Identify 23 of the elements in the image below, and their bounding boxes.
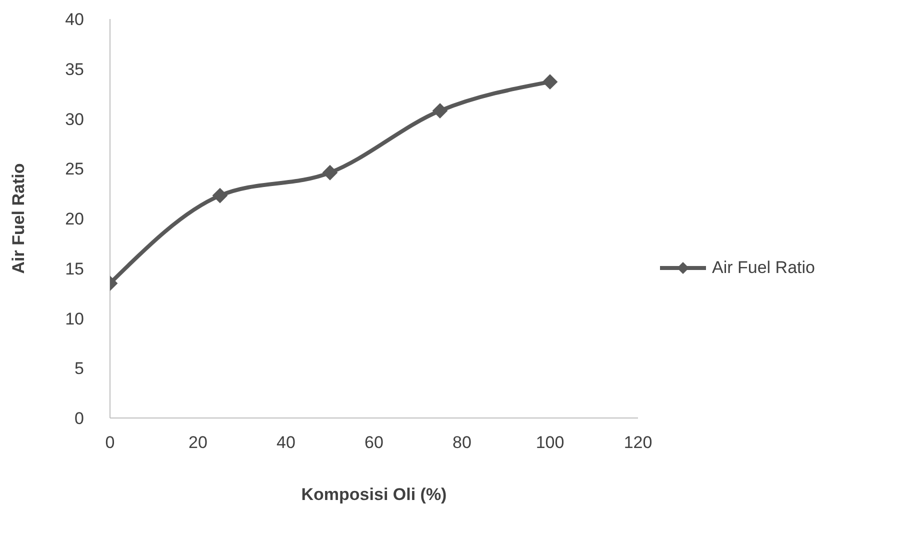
point	[432, 103, 448, 118]
y-tick-label: 20	[65, 210, 84, 229]
point	[542, 74, 558, 90]
x-tick-label: 60	[364, 433, 384, 452]
y-tick-label: 10	[65, 309, 84, 328]
x-tick-label: 120	[624, 433, 652, 452]
y-axis-title: Air Fuel Ratio	[9, 163, 28, 274]
x-axis-title: Komposisi Oli (%)	[301, 485, 447, 504]
point	[212, 188, 228, 204]
y-tick-label: 30	[65, 110, 84, 129]
y-tick-label: 40	[65, 10, 84, 30]
x-tick-label: 40	[276, 433, 296, 452]
y-tick-label: 35	[65, 60, 84, 79]
x-tick-label: 20	[188, 433, 208, 452]
y-tick-label: 25	[65, 160, 84, 179]
x-tick-label: 0	[105, 433, 115, 452]
x-tick-label: 80	[452, 433, 472, 452]
y-tick-label: 0	[74, 409, 84, 428]
point	[322, 165, 338, 180]
y-tick-label: 15	[65, 259, 84, 278]
x-tick-label: 100	[536, 433, 564, 452]
legend-label: Air Fuel Ratio	[712, 258, 815, 278]
y-tick-label: 5	[74, 359, 84, 378]
